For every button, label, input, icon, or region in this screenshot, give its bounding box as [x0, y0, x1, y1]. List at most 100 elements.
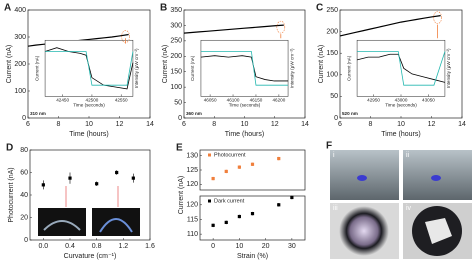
x-tick-label: 6 — [182, 121, 186, 128]
data-point — [237, 165, 241, 169]
inset-label: 520 nm — [342, 111, 358, 116]
photo — [403, 150, 472, 200]
x-axis-label: Strain (%) — [237, 253, 268, 260]
x-axis-label: Time (hours) — [381, 131, 420, 138]
x-tick-label: 42950 — [367, 98, 380, 103]
data-point — [115, 170, 119, 175]
y-tick-label: 125 — [186, 167, 198, 174]
data-point — [68, 176, 72, 180]
y-axis-label: Photocurrent (nA) — [8, 167, 15, 222]
inset-label: 310 nm — [30, 111, 46, 116]
y-axis-label: Current (nA) — [178, 176, 185, 215]
y-tick-label: 250 — [170, 38, 182, 45]
y-axis-label: Current (nA) — [6, 45, 13, 84]
inset-y2-label: Intensity (μW cm⁻²) — [446, 48, 451, 88]
photo-detail — [431, 175, 441, 181]
inset-y-label: Current (nA) — [346, 55, 351, 81]
panel-letter: D — [6, 143, 13, 154]
x-tick-label: 10 — [241, 121, 249, 128]
panel-letter: E — [176, 143, 183, 154]
x-tick-label: 10 — [397, 121, 405, 128]
x-tick-label: 1.2 — [118, 243, 128, 250]
y-tick-label: 200 — [326, 28, 338, 35]
data-line — [339, 15, 441, 37]
x-tick-label: 20 — [262, 243, 270, 250]
data-point — [211, 223, 215, 227]
x-tick-label: 46100 — [227, 98, 240, 103]
photo — [92, 208, 140, 236]
panel-letter: C — [316, 3, 323, 14]
x-tick-label: 46150 — [250, 98, 263, 103]
y-tick-label: 50 — [330, 93, 338, 100]
x-tick-label: 0.8 — [92, 243, 102, 250]
x-tick-label: 46050 — [204, 98, 217, 103]
highlight — [276, 20, 286, 34]
x-tick-label: 12 — [271, 121, 279, 128]
y-tick-label: 300 — [170, 22, 182, 29]
inset-y2-label: Intensity (μW cm⁻²) — [289, 48, 294, 88]
photo — [330, 150, 399, 200]
inset-x-label: Time (seconds) — [229, 103, 261, 108]
legend-marker — [208, 153, 211, 157]
data-line — [357, 51, 446, 86]
y-tick-label: 150 — [170, 69, 182, 76]
legend-marker — [208, 199, 211, 203]
x-tick-label: 8 — [212, 121, 216, 128]
x-tick-label: 42550 — [115, 98, 128, 103]
plot-frame — [199, 195, 306, 241]
inset-y2-label: Intensity (μW cm⁻²) — [134, 48, 139, 88]
y-tick-label: 150 — [326, 50, 338, 57]
y-tick-label: 100 — [326, 72, 338, 79]
x-tick-label: 8 — [57, 121, 61, 128]
y-tick-label: 0 — [178, 115, 182, 122]
x-tick-label: 10 — [85, 121, 93, 128]
photo-panel — [330, 150, 472, 259]
data-point — [237, 214, 241, 219]
y-tick-label: 250 — [326, 7, 338, 14]
data-point — [131, 176, 135, 180]
data-point — [250, 212, 255, 216]
photo-detail — [339, 206, 389, 256]
y-tick-label: 0 — [22, 115, 26, 122]
inset-y-label: Current (nA) — [190, 55, 195, 81]
x-tick-label: 46200 — [272, 98, 285, 103]
x-tick-label: 14 — [146, 121, 154, 128]
data-point — [224, 169, 228, 174]
plot-frame — [200, 39, 289, 97]
y-tick-label: 200 — [170, 53, 182, 60]
data-point — [41, 183, 45, 187]
y-tick-label: 110 — [187, 231, 198, 238]
y-tick-label: 350 — [170, 7, 182, 14]
x-axis-label: Time (hours) — [225, 131, 264, 138]
y-tick-label: 115 — [187, 216, 198, 223]
x-tick-label: 6 — [26, 121, 30, 128]
x-tick-label: 42500 — [86, 98, 99, 103]
photo-detail — [357, 175, 367, 181]
y-tick-label: 100 — [170, 84, 182, 91]
highlight — [433, 11, 442, 24]
photo-detail — [425, 218, 452, 244]
y-tick-label: 120 — [186, 202, 198, 209]
data-point — [290, 195, 294, 200]
data-point — [277, 156, 281, 161]
inset-label: 360 nm — [186, 111, 202, 116]
y-tick-label: 300 — [14, 34, 26, 41]
data-line — [356, 53, 446, 83]
y-tick-label: 80 — [20, 147, 28, 154]
x-axis-label: Curvature (cm⁻¹) — [64, 253, 117, 260]
x-tick-label: 0.4 — [65, 243, 75, 250]
photo-label: ii — [406, 152, 410, 159]
data-line — [200, 51, 289, 86]
y-tick-label: 0 — [334, 115, 338, 122]
y-tick-label: 60 — [20, 169, 28, 176]
data-point — [95, 182, 99, 186]
panel-letter: B — [160, 3, 167, 14]
photo-label: iii — [333, 205, 338, 212]
x-tick-label: 8 — [369, 121, 373, 128]
y-tick-label: 100 — [14, 88, 26, 95]
y-tick-label: 20 — [20, 214, 28, 221]
data-point — [250, 162, 255, 166]
x-tick-label: 0.0 — [38, 243, 48, 250]
inset-x-label: Time (seconds) — [385, 103, 417, 108]
y-tick-label: 120 — [186, 181, 198, 188]
